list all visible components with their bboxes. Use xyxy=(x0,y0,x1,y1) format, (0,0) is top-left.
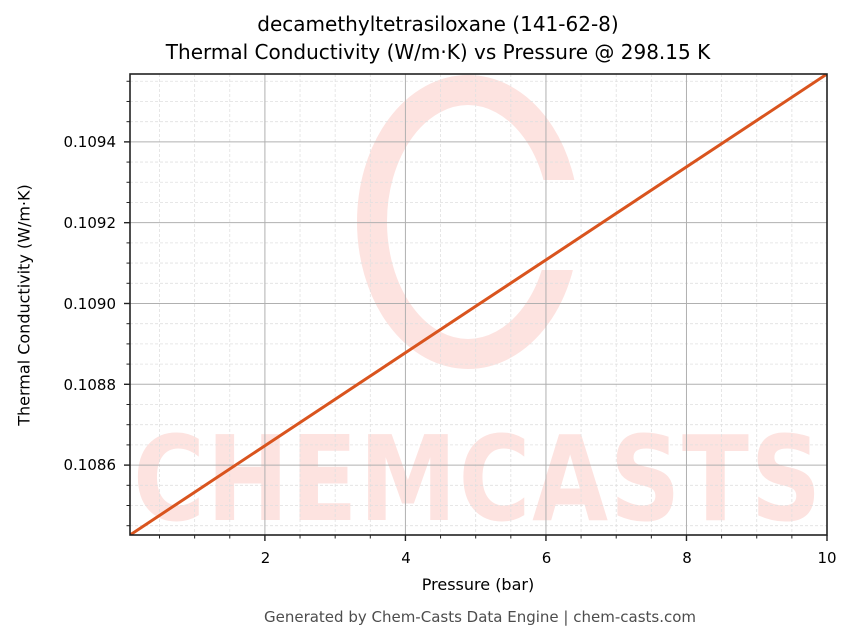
minor-gridlines xyxy=(130,74,827,535)
x-tick-label: 6 xyxy=(542,549,552,567)
x-tick-label: 4 xyxy=(401,549,411,567)
x-axis-label: Pressure (bar) xyxy=(421,575,535,594)
y-tick-label: 0.1094 xyxy=(64,133,117,151)
y-tick-labels: 0.1086 0.1088 0.1090 0.1092 0.1094 xyxy=(64,133,117,474)
chart-title-property: Thermal Conductivity (W/m·K) vs Pressure… xyxy=(165,40,711,64)
axes-frame xyxy=(129,73,828,536)
footer-credit: Generated by Chem-Casts Data Engine | ch… xyxy=(263,608,697,626)
y-tick-label: 0.1090 xyxy=(64,295,117,313)
y-tick-label: 0.1092 xyxy=(64,214,117,232)
y-tick-label: 0.1088 xyxy=(64,376,117,394)
chart-title-compound: decamethyltetrasiloxane (141-62-8) xyxy=(257,12,619,36)
x-tick-label: 10 xyxy=(817,549,836,567)
axis-ticks xyxy=(124,80,828,541)
major-gridlines xyxy=(130,74,827,535)
data-series-line xyxy=(130,74,827,535)
y-axis-label: Thermal Conductivity (W/m·K) xyxy=(14,184,34,426)
watermark: CHEMCASTS xyxy=(133,75,823,548)
x-tick-label: 8 xyxy=(682,549,692,567)
x-tick-labels: 2 4 6 8 10 xyxy=(261,549,837,567)
x-tick-label: 2 xyxy=(261,549,271,567)
y-tick-label: 0.1086 xyxy=(64,456,117,474)
watermark-text: CHEMCASTS xyxy=(133,410,823,548)
